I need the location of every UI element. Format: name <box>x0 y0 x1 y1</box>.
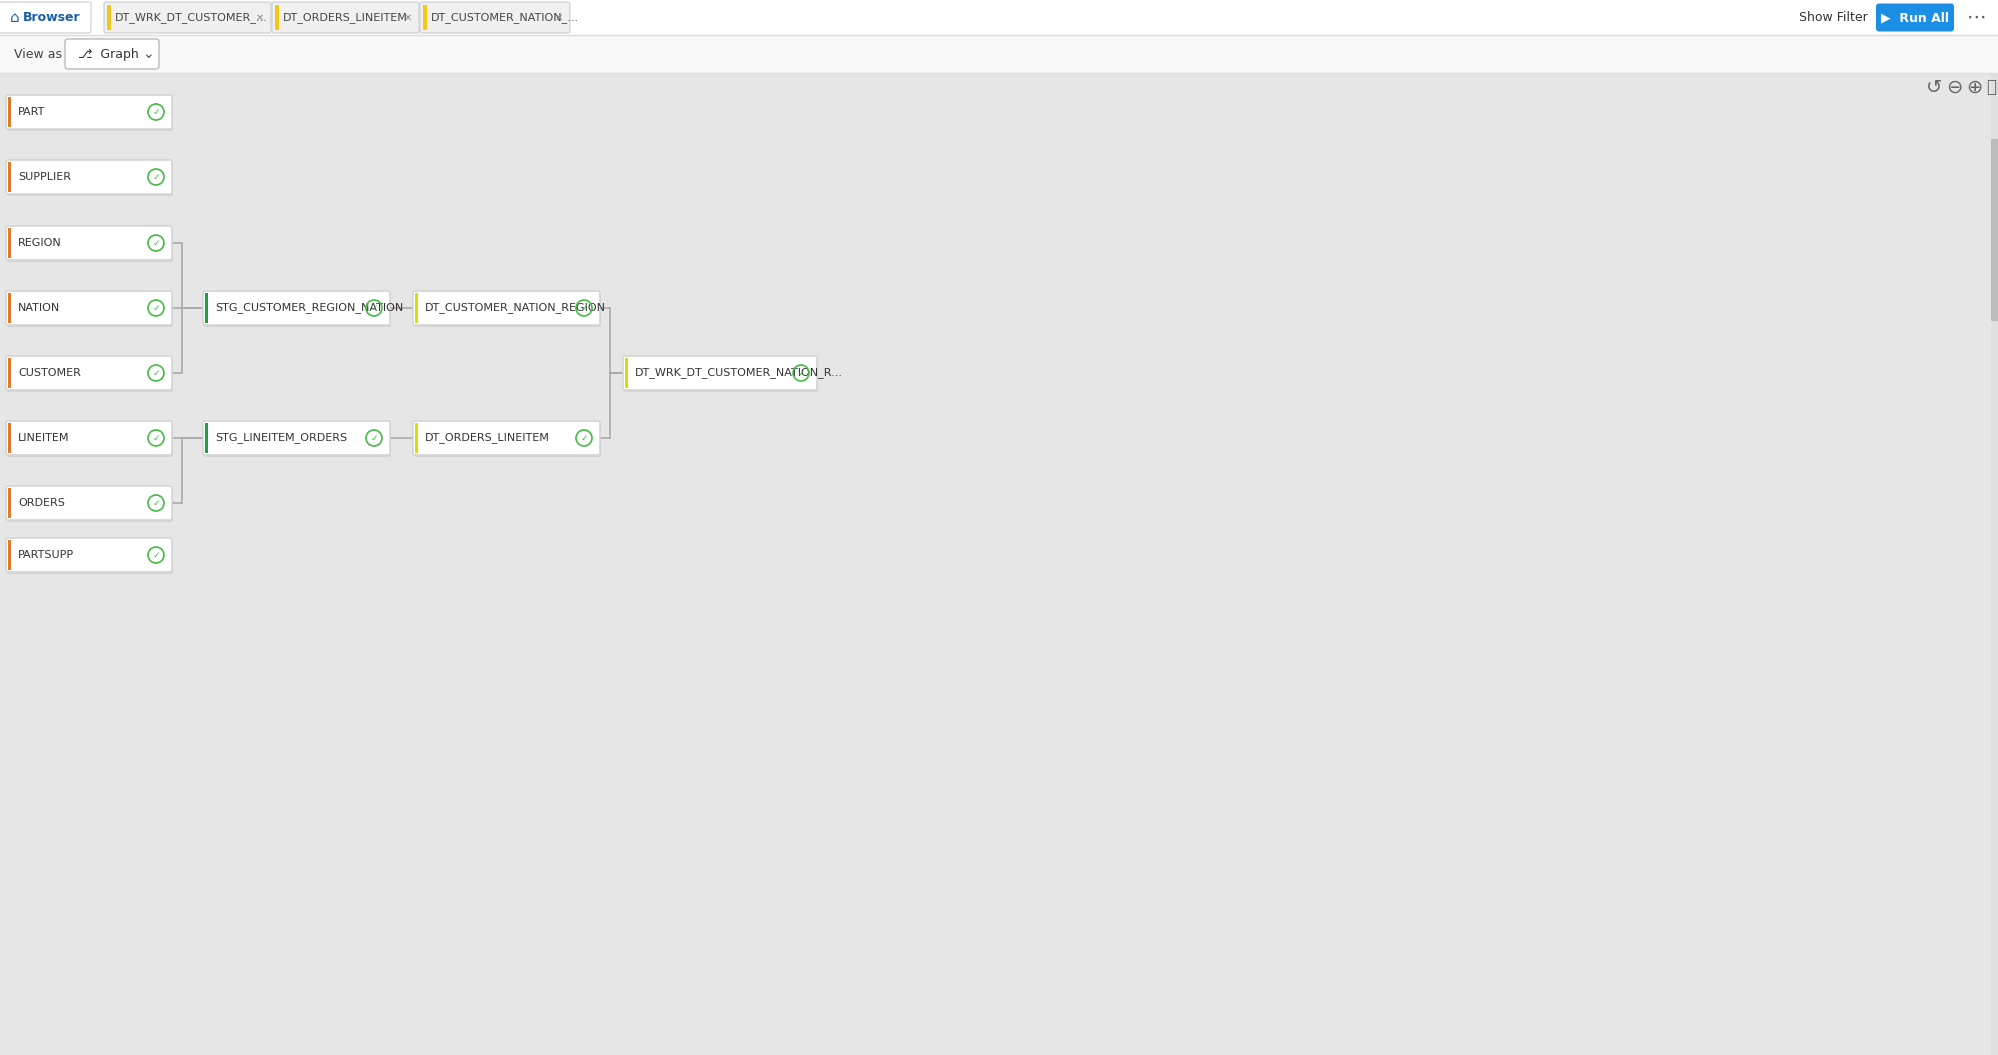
Bar <box>8 293 12 323</box>
Bar <box>8 162 12 192</box>
FancyBboxPatch shape <box>414 291 599 325</box>
Text: ✓: ✓ <box>152 368 160 378</box>
Bar <box>206 293 208 323</box>
FancyBboxPatch shape <box>8 423 174 457</box>
FancyBboxPatch shape <box>104 2 272 33</box>
FancyBboxPatch shape <box>623 356 817 390</box>
Bar <box>416 293 418 323</box>
Text: PARTSUPP: PARTSUPP <box>18 550 74 560</box>
FancyBboxPatch shape <box>8 358 174 392</box>
Text: ✓: ✓ <box>152 173 160 181</box>
FancyBboxPatch shape <box>272 2 420 33</box>
Text: ✓: ✓ <box>579 304 587 312</box>
FancyBboxPatch shape <box>6 95 172 129</box>
FancyBboxPatch shape <box>6 291 172 325</box>
FancyBboxPatch shape <box>414 421 599 455</box>
Text: DT_CUSTOMER_NATION_REGION: DT_CUSTOMER_NATION_REGION <box>426 303 605 313</box>
Text: ↺: ↺ <box>1924 77 1942 96</box>
Text: ✕: ✕ <box>555 13 563 22</box>
FancyBboxPatch shape <box>6 160 172 194</box>
FancyBboxPatch shape <box>6 538 172 572</box>
Text: NATION: NATION <box>18 303 60 313</box>
Text: ✓: ✓ <box>152 108 160 116</box>
FancyBboxPatch shape <box>8 162 174 196</box>
Text: ⎇  Graph: ⎇ Graph <box>78 47 138 60</box>
FancyBboxPatch shape <box>8 97 174 131</box>
FancyBboxPatch shape <box>6 486 172 520</box>
Text: ORDERS: ORDERS <box>18 498 64 509</box>
Bar <box>1990 0 1998 1055</box>
Text: DT_WRK_DT_CUSTOMER_NATION_R...: DT_WRK_DT_CUSTOMER_NATION_R... <box>635 367 843 379</box>
Text: CUSTOMER: CUSTOMER <box>18 368 80 378</box>
Text: SUPPLIER: SUPPLIER <box>18 172 72 183</box>
Text: ⤢: ⤢ <box>1984 78 1994 96</box>
Bar <box>8 540 12 570</box>
Text: ✓: ✓ <box>370 434 378 442</box>
Bar <box>0 0 1998 35</box>
Bar <box>108 5 112 30</box>
Bar <box>8 358 12 388</box>
Text: DT_ORDERS_LINEITEM: DT_ORDERS_LINEITEM <box>284 12 408 23</box>
Text: DT_WRK_DT_CUSTOMER_...: DT_WRK_DT_CUSTOMER_... <box>116 12 268 23</box>
Text: ⌄: ⌄ <box>142 47 154 61</box>
Text: ✕: ✕ <box>256 13 264 22</box>
FancyBboxPatch shape <box>204 293 392 327</box>
Text: Browser: Browser <box>24 11 80 24</box>
FancyBboxPatch shape <box>204 421 390 455</box>
FancyBboxPatch shape <box>414 293 601 327</box>
FancyBboxPatch shape <box>414 423 601 457</box>
FancyBboxPatch shape <box>0 2 92 33</box>
Text: ✓: ✓ <box>152 238 160 248</box>
Text: ⋯: ⋯ <box>1966 8 1986 27</box>
Bar <box>424 5 428 30</box>
Text: ✓: ✓ <box>152 551 160 559</box>
Bar <box>276 5 280 30</box>
Bar <box>0 35 1998 73</box>
FancyBboxPatch shape <box>204 423 392 457</box>
Text: DT_CUSTOMER_NATION_...: DT_CUSTOMER_NATION_... <box>432 12 579 23</box>
FancyBboxPatch shape <box>420 2 569 33</box>
Text: ✕: ✕ <box>404 13 412 22</box>
Bar <box>625 358 627 388</box>
FancyBboxPatch shape <box>1874 3 1952 32</box>
FancyBboxPatch shape <box>8 540 174 574</box>
Bar <box>206 423 208 453</box>
Text: ✓: ✓ <box>152 499 160 507</box>
FancyBboxPatch shape <box>6 226 172 260</box>
FancyBboxPatch shape <box>66 39 160 69</box>
FancyBboxPatch shape <box>8 228 174 262</box>
FancyBboxPatch shape <box>1990 139 1998 321</box>
Bar <box>8 97 12 127</box>
Text: PART: PART <box>18 107 46 117</box>
Text: ⊖: ⊖ <box>1944 77 1962 96</box>
Text: ⊕: ⊕ <box>1964 77 1982 96</box>
Text: ✓: ✓ <box>579 434 587 442</box>
Bar <box>8 488 12 518</box>
Bar <box>8 423 12 453</box>
Text: STG_CUSTOMER_REGION_NATION: STG_CUSTOMER_REGION_NATION <box>216 303 404 313</box>
Text: ⌂: ⌂ <box>10 9 20 25</box>
Text: View as: View as <box>14 47 62 60</box>
FancyBboxPatch shape <box>623 358 817 392</box>
Text: Show Filter: Show Filter <box>1798 11 1866 24</box>
Text: ✓: ✓ <box>370 304 378 312</box>
Text: ✓: ✓ <box>797 368 805 378</box>
Text: LINEITEM: LINEITEM <box>18 433 70 443</box>
FancyBboxPatch shape <box>8 488 174 522</box>
FancyBboxPatch shape <box>204 291 390 325</box>
Text: DT_ORDERS_LINEITEM: DT_ORDERS_LINEITEM <box>426 433 549 443</box>
Text: STG_LINEITEM_ORDERS: STG_LINEITEM_ORDERS <box>216 433 348 443</box>
Text: ✓: ✓ <box>152 434 160 442</box>
FancyBboxPatch shape <box>6 421 172 455</box>
Text: ✓: ✓ <box>152 304 160 312</box>
Bar <box>8 228 12 258</box>
FancyBboxPatch shape <box>6 356 172 390</box>
FancyBboxPatch shape <box>8 293 174 327</box>
Bar <box>416 423 418 453</box>
Text: ▶  Run All: ▶ Run All <box>1880 11 1948 24</box>
Text: REGION: REGION <box>18 238 62 248</box>
